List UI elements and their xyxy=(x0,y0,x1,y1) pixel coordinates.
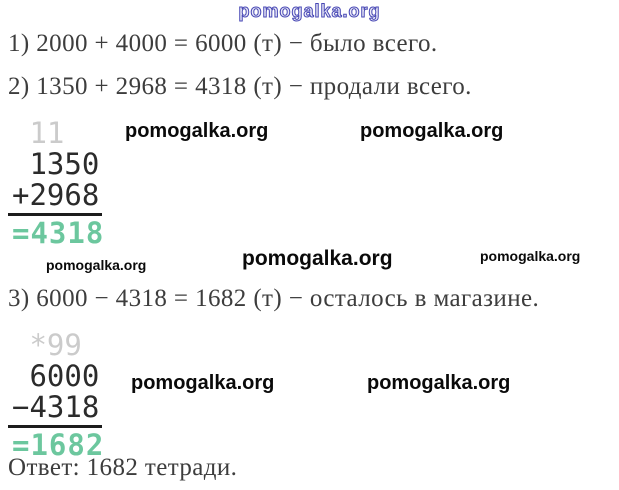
site-watermark: pomogalka.org xyxy=(131,372,275,394)
site-watermark: pomogalka.org xyxy=(360,120,504,142)
solution-step-2: 2) 1350 + 2968 = 4318 (т) − продали всег… xyxy=(8,73,472,100)
site-watermark: pomogalka.org xyxy=(480,248,581,264)
addition-result: =4318 xyxy=(12,216,105,250)
subtraction-borrow-marks: *99 xyxy=(12,328,82,362)
answer-line: Ответ: 1682 тетради. xyxy=(8,454,238,481)
subtraction-subtrahend: −4318 xyxy=(12,390,100,424)
addition-addend-top: 1350 xyxy=(12,147,100,181)
site-watermark: pomogalka.org xyxy=(242,247,393,270)
subtraction-stack: *99 6000 −4318 =1682 xyxy=(8,328,105,462)
addition-addend-bottom: +2968 xyxy=(12,178,100,212)
site-watermark: pomogalka.org xyxy=(46,257,147,273)
solution-step-1: 1) 2000 + 4000 = 6000 (т) − было всего. xyxy=(8,30,438,57)
subtraction-difference-rule xyxy=(8,425,102,428)
subtraction-result: =1682 xyxy=(12,428,105,462)
site-watermark-outline: pomogalka.org xyxy=(238,1,381,22)
site-watermark: pomogalka.org xyxy=(367,372,511,394)
solution-step-3: 3) 6000 − 4318 = 1682 (т) − осталось в м… xyxy=(8,285,540,312)
addition-carry-digits: 11 xyxy=(12,116,65,150)
addition-sum-rule xyxy=(8,213,102,216)
addition-stack: 11 1350 +2968 =4318 xyxy=(8,116,105,250)
site-watermark: pomogalka.org xyxy=(125,120,269,142)
subtraction-minuend: 6000 xyxy=(12,359,100,393)
